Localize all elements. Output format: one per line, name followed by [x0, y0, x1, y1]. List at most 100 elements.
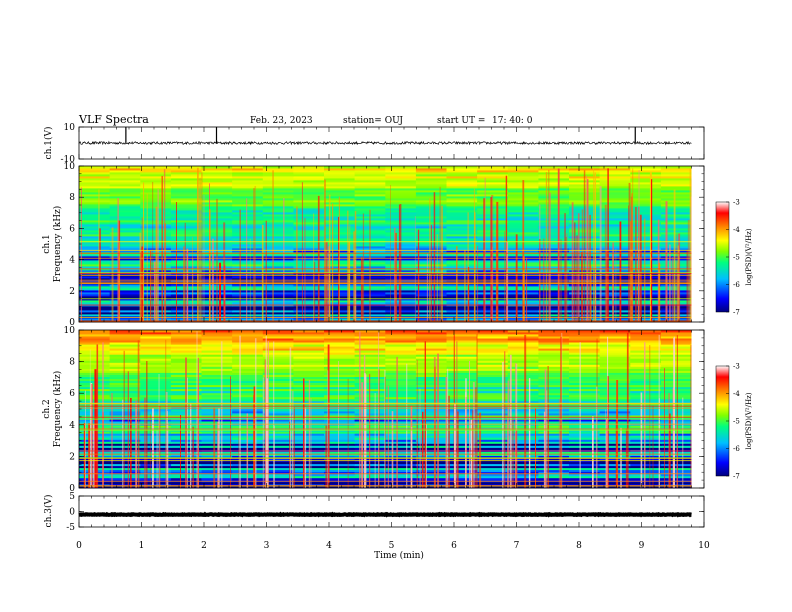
spectrogram-cell — [354, 350, 386, 353]
spectrogram-cell — [446, 425, 478, 428]
spectrogram-cell — [232, 348, 264, 351]
spectrogram-cell — [140, 372, 172, 375]
spectrogram-cell — [109, 236, 141, 239]
spectrogram-cell — [201, 455, 233, 458]
spectrogram-cell — [446, 242, 478, 245]
spectrogram-streak — [338, 196, 340, 322]
spectrogram-cell — [599, 409, 631, 412]
spectrogram-cell — [79, 338, 111, 341]
spectrogram-cell — [507, 455, 539, 458]
spectrogram-cell — [630, 451, 662, 454]
spectrogram-band — [79, 241, 692, 243]
spectrogram-cell — [538, 288, 570, 291]
spectrogram-cell — [446, 180, 478, 183]
spectrogram-cell — [109, 318, 141, 321]
spectrogram-cell — [660, 184, 692, 187]
spectrogram-cell — [569, 362, 601, 365]
spectrogram-cell — [293, 172, 325, 175]
y-tick-label: 10 — [64, 123, 76, 133]
spectrogram-cell — [415, 439, 447, 442]
spectrogram-cell — [477, 350, 509, 353]
spectrogram-cell — [293, 350, 325, 353]
spectrogram-cell — [446, 178, 478, 181]
spectrogram-cell — [232, 174, 264, 177]
spectrogram-cell — [232, 388, 264, 392]
spectrogram-cell — [109, 346, 141, 349]
spectrogram-cell — [109, 354, 141, 357]
spectrogram-cell — [324, 346, 356, 349]
spectrogram-cell — [599, 198, 631, 201]
spectrogram-streak — [604, 204, 607, 322]
spectrogram-cell — [385, 190, 417, 193]
spectrogram-cell — [109, 437, 141, 440]
spectrogram-cell — [415, 425, 447, 428]
spectrogram-cell — [446, 266, 478, 269]
spectrogram-cell — [599, 390, 631, 394]
spectrogram-cell — [109, 342, 141, 345]
spectrogram-cell — [201, 439, 233, 442]
spectrogram-cell — [446, 312, 478, 315]
spectrogram-cell — [385, 372, 417, 375]
spectrogram-cell — [507, 344, 539, 347]
spectrogram-cell — [79, 248, 111, 251]
spectrogram-cell — [538, 204, 570, 207]
spectrogram-streak — [502, 361, 504, 488]
spectrogram-band — [79, 252, 692, 254]
spectrogram-cell — [354, 184, 386, 187]
spectrogram-cell — [140, 168, 172, 171]
spectrogram-cell — [109, 356, 141, 359]
spectrogram-streak — [586, 175, 587, 322]
spectrogram-cell — [140, 398, 172, 402]
y-tick-label: 2 — [69, 452, 75, 462]
spectrogram-cell — [324, 350, 356, 353]
spectrogram-cell — [232, 280, 264, 283]
spectrogram-cell — [324, 477, 356, 481]
spectrogram-cell — [201, 413, 233, 416]
spectrogram-streak — [304, 217, 306, 322]
spectrogram-cell — [140, 477, 172, 481]
spectrogram-cell — [415, 471, 447, 475]
spectrogram-cell — [354, 204, 386, 207]
spectrogram-cell — [415, 210, 447, 213]
spectrogram-cell — [599, 415, 631, 418]
spectrogram-cell — [630, 220, 662, 223]
spectrogram-cell — [630, 200, 662, 203]
spectrogram-cell — [170, 278, 202, 281]
spectrogram-streak — [465, 392, 467, 488]
spectrogram-cell — [477, 400, 509, 404]
spectrogram-cell — [538, 445, 570, 448]
spectrogram-cell — [324, 421, 356, 424]
spectrogram-cell — [477, 409, 509, 412]
spectrogram-cell — [630, 244, 662, 247]
spectrogram-streak — [658, 262, 661, 322]
spectrogram-cell — [79, 276, 111, 279]
spectrogram-cell — [170, 290, 202, 293]
spectrogram-cell — [446, 437, 478, 440]
spectrogram-cell — [170, 194, 202, 197]
spectrogram-cell — [415, 336, 447, 339]
spectrogram-cell — [201, 166, 233, 169]
spectrogram-cell — [262, 346, 294, 349]
spectrogram-cell — [507, 421, 539, 424]
spectrogram-cell — [201, 451, 233, 454]
spectrogram-cell — [262, 481, 294, 485]
spectrogram-cell — [262, 284, 294, 287]
spectrogram-cell — [170, 198, 202, 201]
spectrogram-streak — [564, 213, 566, 322]
spectrogram-cell — [415, 433, 447, 436]
spectrogram-cell — [569, 378, 601, 381]
spectrogram-streak — [192, 237, 193, 322]
spectrogram-cell — [232, 202, 264, 205]
spectrogram-cell — [385, 465, 417, 469]
spectrogram-streak — [140, 252, 142, 322]
spectrogram-cell — [630, 421, 662, 424]
spectrogram-cell — [507, 342, 539, 345]
spectrogram-cell — [170, 340, 202, 343]
spectrogram-streak — [152, 181, 154, 322]
spectrogram-cell — [232, 192, 264, 195]
spectrogram-cell — [477, 368, 509, 371]
spectrogram-cell — [599, 443, 631, 446]
spectrogram-cell — [599, 292, 631, 295]
spectrogram-cell — [660, 380, 692, 383]
spectrogram-cell — [660, 473, 692, 477]
